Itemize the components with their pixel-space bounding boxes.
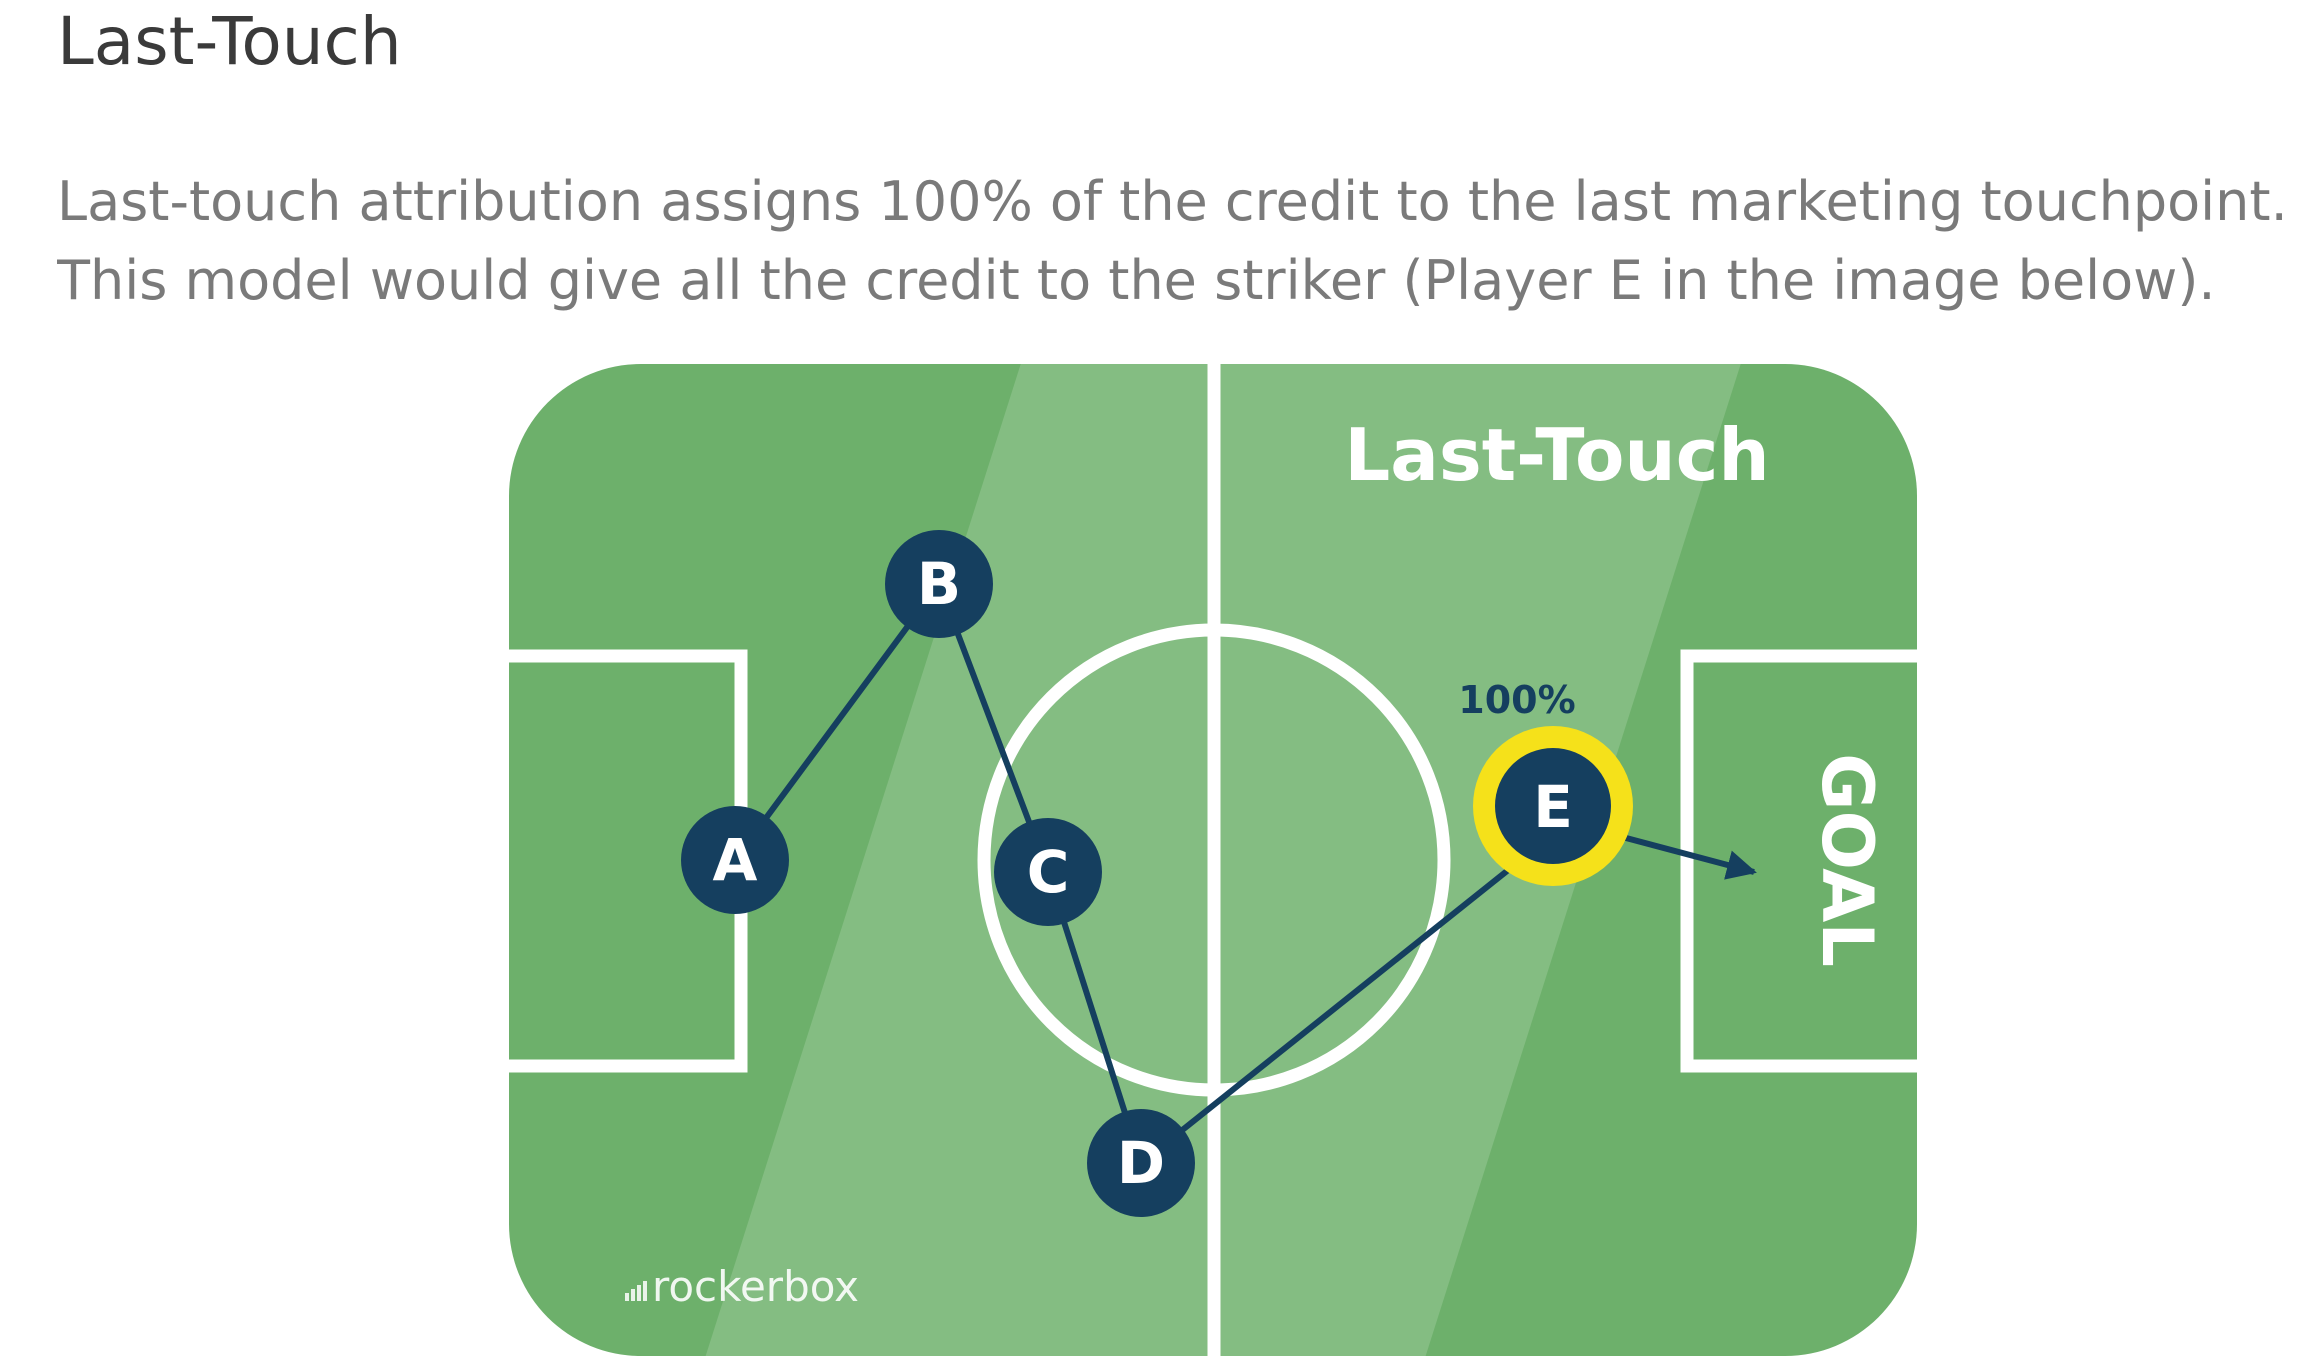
soccer-pitch-illustration: Last-Touch A B C D E 100% GOAL (507, 360, 1919, 1358)
player-e: E (1473, 726, 1633, 886)
pass-path (732, 581, 1144, 1164)
figure-title: Last-Touch (1344, 413, 1769, 497)
right-penalty-box (1680, 649, 1917, 1073)
player-d-label: D (1117, 1129, 1165, 1197)
pass-d-to-e (1139, 864, 1514, 1166)
pitch (509, 364, 1917, 1356)
logo-text: rockerbox (652, 1262, 859, 1311)
player-e-label: E (1533, 773, 1573, 841)
player-b-label: B (917, 550, 961, 618)
credit-label: 100% (1458, 678, 1575, 722)
description-paragraph: Last-touch attribution assigns 100% of t… (57, 162, 2324, 320)
center-circle (977, 623, 1451, 1097)
player-c: C (994, 818, 1102, 926)
rockerbox-logo: rockerbox (625, 1262, 859, 1311)
player-d: D (1087, 1109, 1195, 1217)
player-c-label: C (1027, 838, 1070, 906)
goal-label: GOAL (1806, 753, 1888, 967)
description-line-2: This model would give all the credit to … (57, 249, 2216, 312)
player-b: B (885, 530, 993, 638)
page-heading: Last-Touch (57, 3, 402, 80)
player-a-label: A (713, 826, 758, 894)
description-line-1: Last-touch attribution assigns 100% of t… (57, 170, 2288, 233)
player-a: A (681, 806, 789, 914)
